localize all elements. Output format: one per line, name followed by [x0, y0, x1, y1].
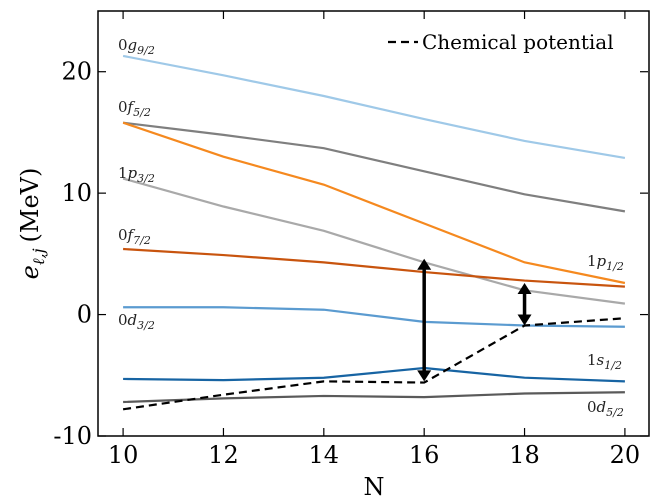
orbital-label-l: p [597, 252, 607, 270]
y-tick-label: 10 [61, 179, 92, 207]
plot-lines [122, 54, 626, 411]
orbital-label-j: 1/2 [606, 260, 624, 273]
axis-ticks [98, 11, 648, 437]
gap-arrow-1 [417, 258, 432, 382]
gap-arrow-head-down [517, 314, 532, 326]
orbital-label-1p32: 1p3/2 [118, 164, 155, 185]
series-line-0d52 [123, 391, 625, 404]
gap-arrow-head-up [517, 283, 532, 294]
gap-arrow-2 [517, 283, 532, 326]
orbital-label-l: s [597, 351, 605, 369]
gap-arrow-head-up [417, 258, 432, 270]
series-line-1p12 [122, 121, 626, 285]
series-line-0f52 [122, 121, 626, 213]
orbital-label-l: f [127, 98, 136, 116]
orbital-label-n: 1 [118, 164, 128, 182]
x-axis-label: N [364, 473, 385, 501]
x-tick-label: 18 [509, 441, 540, 469]
orbital-label-l: d [597, 398, 607, 416]
gap-arrows [417, 258, 532, 382]
orbital-label-j: 3/2 [137, 319, 155, 332]
x-tick-label: 12 [208, 441, 239, 469]
x-tick-label: 20 [610, 441, 641, 469]
orbital-label-l: d [128, 311, 138, 329]
x-tick-label: 10 [108, 441, 139, 469]
orbital-label-n: 0 [118, 36, 128, 54]
plot-frame [97, 10, 650, 437]
orbital-label-1s12: 1s1/2 [587, 351, 622, 372]
orbital-label-0f52: 0f5/2 [118, 98, 151, 119]
series-line-1s12 [123, 366, 625, 383]
series-line-0d32 [123, 306, 625, 328]
orbital-label-j: 5/2 [133, 106, 151, 119]
y-tick-label: -10 [53, 422, 92, 450]
legend-chemical-potential-label: Chemical potential [422, 30, 614, 54]
orbital-label-n: 0 [118, 311, 128, 329]
y-axis-label-unit: (MeV) [16, 168, 44, 243]
orbital-label-0f72: 0f7/2 [118, 226, 151, 247]
orbital-label-j: 5/2 [606, 406, 624, 419]
gap-arrow-head-down [417, 370, 432, 382]
orbital-label-l: f [127, 226, 136, 244]
orbital-label-1p12: 1p1/2 [587, 252, 624, 273]
x-tick-label: 16 [409, 441, 440, 469]
series-line-0g92 [122, 54, 626, 160]
y-axis-label-subscript: ℓ,j [29, 248, 48, 265]
orbital-label-j: 9/2 [137, 44, 155, 57]
orbital-label-j: 3/2 [137, 172, 155, 185]
chemical-potential-line [122, 317, 625, 411]
orbital-label-n: 0 [118, 98, 128, 116]
orbital-label-l: p [128, 164, 138, 182]
y-tick-label: 20 [61, 58, 92, 86]
orbital-label-0g92: 0g9/2 [118, 36, 155, 57]
orbital-label-n: 1 [587, 351, 597, 369]
orbital-label-n: 1 [587, 252, 597, 270]
x-tick-label: 14 [309, 441, 340, 469]
series-line-1p32 [122, 177, 626, 305]
orbital-label-j: 7/2 [133, 234, 151, 247]
orbital-label-l: g [128, 36, 138, 54]
orbital-label-n: 0 [118, 226, 128, 244]
legend: Chemical potential [388, 30, 614, 54]
orbital-label-0d32: 0d3/2 [118, 311, 155, 332]
orbital-label-0d52: 0d5/2 [587, 398, 624, 419]
y-axis-label-symbol: e [16, 265, 44, 279]
series-line-0f72 [123, 247, 625, 288]
y-tick-label: 0 [77, 301, 92, 329]
orbital-label-j: 1/2 [604, 359, 622, 372]
orbital-label-n: 0 [587, 398, 597, 416]
y-axis-label: eℓ,j (MeV) [16, 168, 48, 280]
